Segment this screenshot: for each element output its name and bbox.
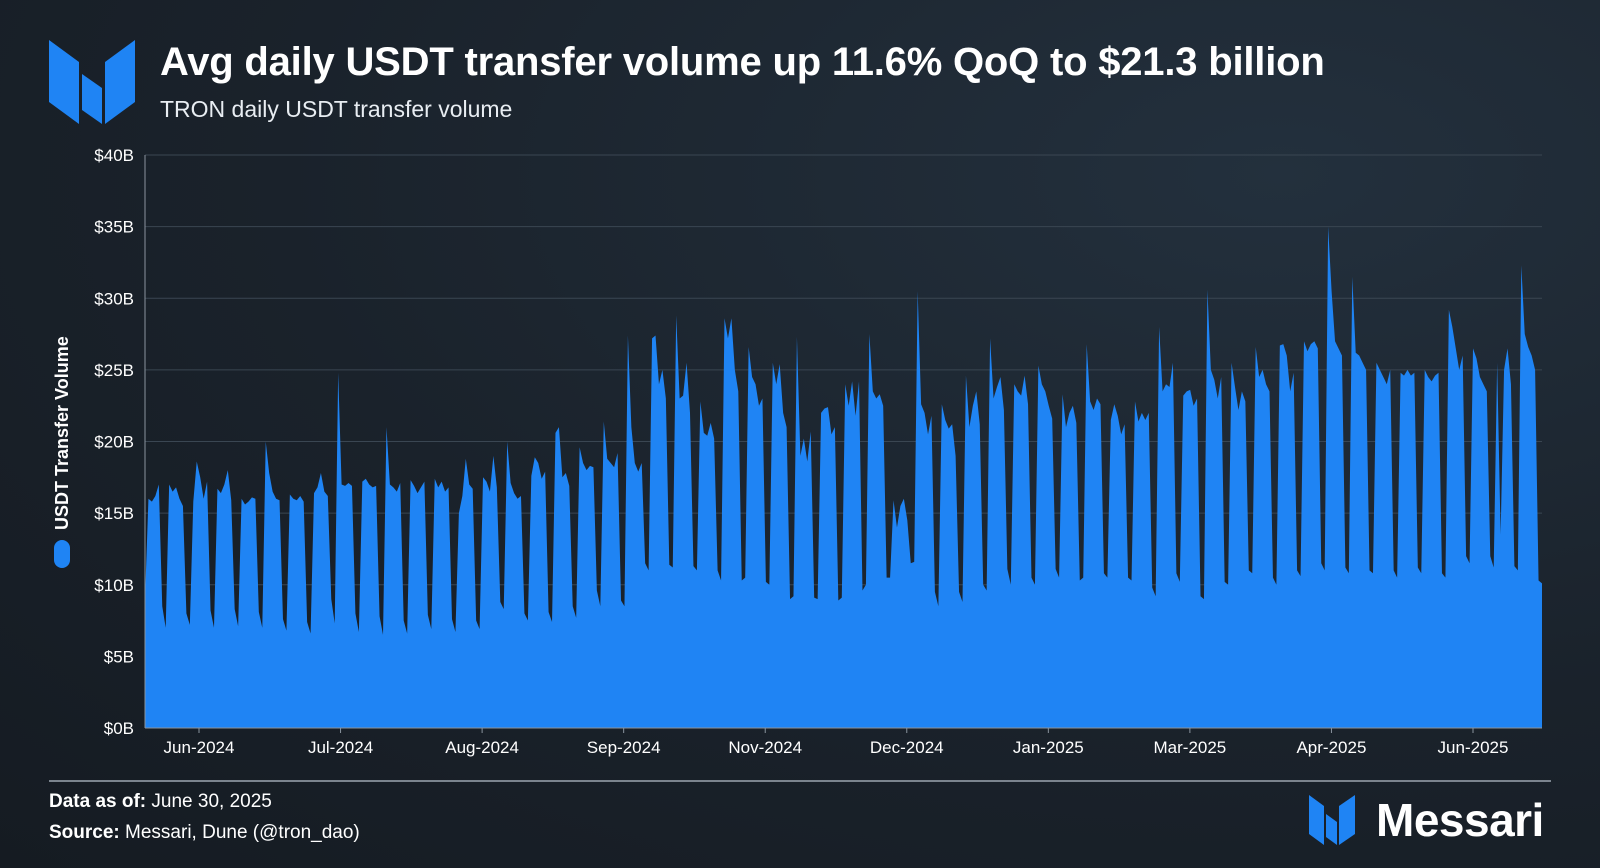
x-axis-ticks: Jun-2024 Jul-2024 Aug-2024 Sep-2024 Nov-2024… [164, 728, 1509, 757]
x-tick-label: Dec-2024 [870, 738, 944, 757]
x-tick-label: Sep-2024 [587, 738, 661, 757]
messari-logo-icon [49, 40, 135, 124]
y-axis-ticks: $0B $5B $10B $15B $20B $25B $30B $35B $40B [94, 146, 134, 738]
source-label: Source: [49, 822, 120, 843]
y-tick-label: $25B [94, 361, 134, 380]
x-tick-label: Jul-2024 [308, 738, 373, 757]
x-tick-label: Nov-2024 [728, 738, 802, 757]
y-tick-label: $0B [104, 719, 134, 738]
x-tick-label: Mar-2025 [1154, 738, 1227, 757]
y-tick-label: $10B [94, 576, 134, 595]
x-tick-label: Jun-2024 [164, 738, 235, 757]
chart-title: Avg daily USDT transfer volume up 11.6% … [160, 40, 1325, 84]
data-as-of-value: June 30, 2025 [146, 791, 272, 812]
chart-area: $0B $5B $10B $15B $20B $25B $30B $35B $40B Jun-2… [52, 146, 1542, 757]
legend-dot-icon [54, 540, 70, 568]
area-series-usdt-volume [145, 226, 1542, 728]
data-as-of: Data as of: June 30, 2025 [49, 791, 272, 813]
legend: USDT Transfer Volume [52, 336, 72, 568]
chart-subtitle: TRON daily USDT transfer volume [160, 96, 513, 122]
messari-brand-logo [1309, 795, 1355, 845]
y-axis-title: USDT Transfer Volume [52, 336, 72, 530]
x-tick-label: Jun-2025 [1438, 738, 1509, 757]
y-tick-label: $35B [94, 218, 134, 237]
brand-wordmark: Messari [1376, 794, 1544, 846]
y-tick-label: $5B [104, 647, 134, 666]
source-value: Messari, Dune (@tron_dao) [119, 822, 360, 843]
y-tick-label: $20B [94, 433, 134, 452]
footer-divider [49, 780, 1551, 782]
x-tick-label: Jan-2025 [1013, 738, 1084, 757]
x-tick-label: Apr-2025 [1296, 738, 1366, 757]
source-line: Source: Messari, Dune (@tron_dao) [49, 822, 360, 844]
y-tick-label: $30B [94, 289, 134, 308]
data-as-of-label: Data as of: [49, 791, 147, 812]
y-tick-label: $40B [94, 146, 134, 165]
y-tick-label: $15B [94, 504, 134, 523]
x-tick-label: Aug-2024 [445, 738, 519, 757]
